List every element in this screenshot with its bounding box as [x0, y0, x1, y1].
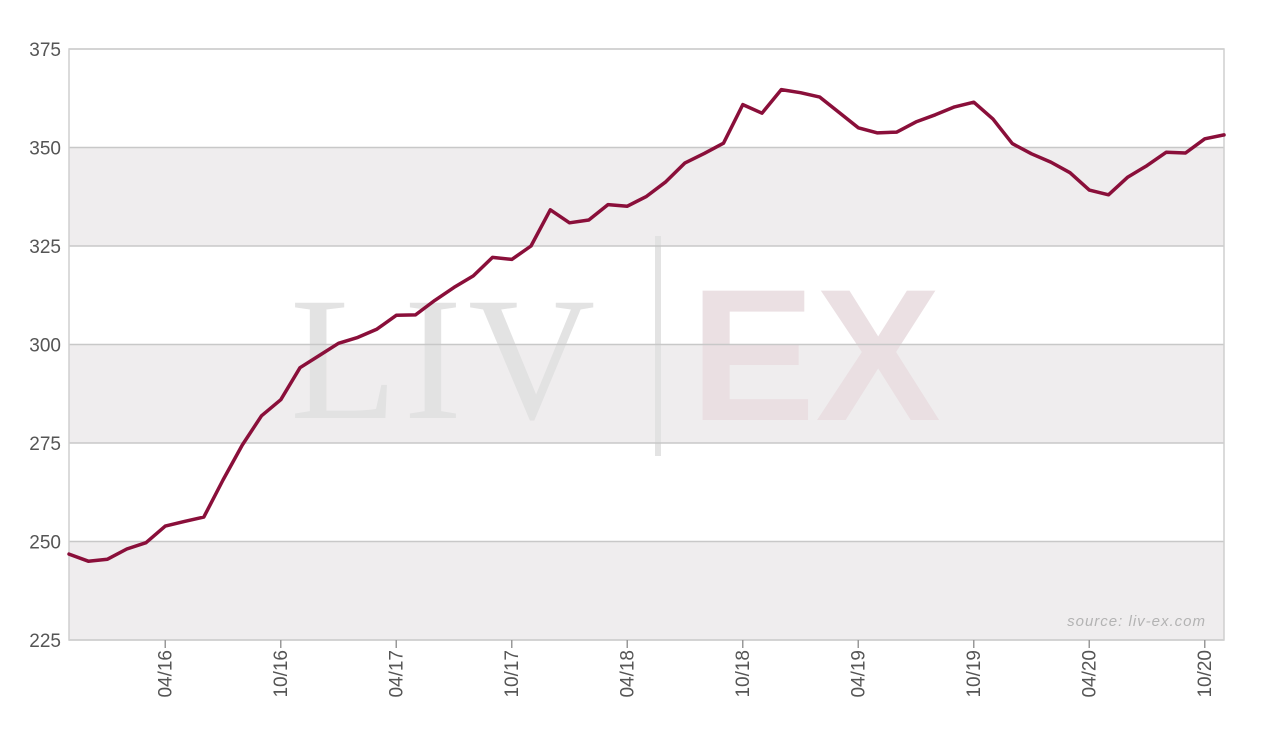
band-250-275 — [69, 443, 1224, 542]
y-tick-label: 325 — [29, 237, 61, 258]
band-275-300 — [69, 344, 1224, 443]
y-tick-label: 250 — [29, 533, 61, 554]
watermark-right-text: EX — [690, 250, 941, 460]
x-tick-label: 04/16 — [155, 650, 176, 698]
y-tick-label: 375 — [29, 40, 61, 61]
source-note: source: liv-ex.com — [1067, 613, 1206, 630]
x-tick-label: 10/16 — [271, 650, 292, 698]
x-tick-label: 04/20 — [1079, 650, 1100, 698]
liv-ex-watermark: LIV EX — [290, 236, 941, 460]
band-300-325 — [69, 246, 1224, 345]
plot-frame — [68, 48, 1225, 641]
x-axis: 04/16 10/16 04/17 10/17 04/18 10/18 04/19 10/19… — [155, 640, 1216, 698]
x-tick-label: 10/20 — [1195, 650, 1216, 698]
band-225-250 — [69, 541, 1224, 640]
watermark-divider — [655, 236, 661, 456]
y-axis: 225 250 275 300 325 350 375 — [29, 40, 61, 652]
x-tick-label: 10/17 — [502, 650, 523, 698]
x-tick-label: 10/18 — [733, 650, 754, 698]
x-tick-label: 04/19 — [848, 650, 869, 698]
y-tick-label: 275 — [29, 434, 61, 455]
x-tick-label: 10/19 — [964, 650, 985, 698]
band-350-375 — [69, 49, 1224, 148]
series-line — [67, 87, 1226, 563]
y-tick-label: 350 — [29, 139, 61, 160]
y-tick-label: 225 — [29, 631, 61, 652]
x-tick-label: 04/18 — [617, 650, 638, 698]
x-tick-label: 04/17 — [386, 650, 407, 698]
y-tick-label: 300 — [29, 336, 61, 357]
